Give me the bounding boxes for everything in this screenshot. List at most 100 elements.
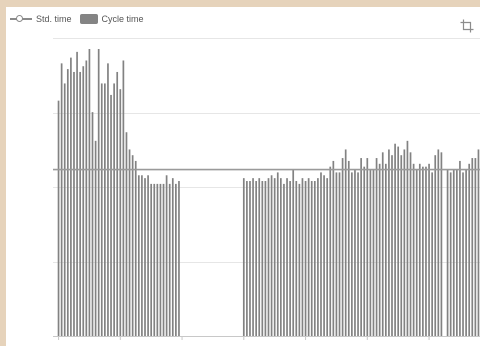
cycle-time-bar <box>320 172 322 336</box>
cycle-time-bar <box>165 175 168 336</box>
cycle-time-bar <box>415 169 418 336</box>
cycle-time-bar <box>462 172 464 336</box>
cycle-time-bar <box>289 181 291 336</box>
cycle-time-bar <box>178 181 180 336</box>
cycle-time-bar <box>335 172 338 336</box>
cycle-time-bar <box>246 181 248 336</box>
cycle-time-bar <box>425 166 427 336</box>
cycle-time-bar <box>85 60 88 336</box>
cycle-time-bar <box>270 175 273 336</box>
cycle-time-bar <box>459 160 461 336</box>
legend-item-cycle-time[interactable]: Cycle time <box>79 14 144 24</box>
cycle-time-bar <box>381 152 384 336</box>
cycle-time-bar <box>91 112 94 336</box>
cycle-time-bar <box>326 178 329 336</box>
cycle-time-bar <box>276 172 279 336</box>
cycle-time-bar <box>128 149 131 336</box>
cycle-time-bar <box>474 158 477 336</box>
cycle-time-bar <box>79 71 82 337</box>
cycle-time-bar <box>369 169 372 336</box>
cycle-time-bar <box>307 178 310 336</box>
cycle-time-bar <box>134 160 137 336</box>
crop-icon[interactable] <box>460 19 474 33</box>
cycle-time-bar <box>304 181 307 336</box>
cycle-time-bar <box>273 178 276 336</box>
cycle-time-bar <box>409 152 412 336</box>
cycle-time-bar <box>159 183 162 336</box>
cycle-time-bar <box>162 183 165 336</box>
cycle-time-bar <box>283 183 285 336</box>
cycle-time-bar <box>110 94 112 336</box>
cycle-time-bar <box>119 89 122 337</box>
legend-item-std-time[interactable]: Std. time <box>10 14 72 24</box>
cycle-time-bars <box>57 49 480 337</box>
cycle-time-bar <box>477 149 480 336</box>
cycle-time-bar <box>63 83 66 336</box>
cycle-time-bar <box>73 71 75 337</box>
cycle-time-bar <box>471 158 474 336</box>
cycle-time-bar <box>446 169 449 336</box>
cycle-time-bar <box>125 132 128 336</box>
cycle-time-bar <box>249 181 251 336</box>
cycle-time-bar <box>280 178 282 336</box>
cycle-time-bar <box>141 175 143 336</box>
cycle-time-bar <box>295 181 298 336</box>
cycle-time-bar <box>88 49 91 336</box>
cycle-time-bar <box>403 149 406 336</box>
cycle-time-bar <box>341 158 344 336</box>
cycle-time-bar <box>100 83 103 336</box>
cycle-time-bar <box>384 163 387 336</box>
cycle-time-bar <box>313 181 316 336</box>
cycle-time-bar <box>344 149 347 336</box>
cycle-time-bar <box>431 172 433 336</box>
cycle-time-bar <box>332 160 335 336</box>
cycle-time-bar <box>428 163 430 336</box>
cycle-time-bar <box>434 155 437 336</box>
cycle-time-bar <box>360 158 362 336</box>
cycle-time-bar <box>137 175 140 336</box>
cycle-time-bar <box>76 51 78 337</box>
legend-label-cycle-time: Cycle time <box>101 14 144 24</box>
x-axis <box>53 336 480 340</box>
cycle-time-bar <box>258 178 261 336</box>
cycle-time-bar <box>338 172 341 336</box>
cycle-time-bar <box>94 140 97 336</box>
cycle-time-bar <box>97 49 100 336</box>
cycle-time-bar <box>351 172 353 336</box>
cycle-time-bar <box>168 183 171 336</box>
cycle-time-bar <box>242 178 245 336</box>
cycle-time-bar <box>150 183 153 336</box>
bar-marker-icon <box>79 14 98 24</box>
cycle-time-bar <box>261 181 264 336</box>
legend: Std. time Cycle time <box>10 12 152 26</box>
cycle-time-bar <box>286 178 288 336</box>
cycle-time-bar <box>455 169 458 336</box>
cycle-time-bar <box>391 155 393 336</box>
line-marker-icon <box>10 14 32 24</box>
cycle-time-bar <box>292 169 295 336</box>
cycle-time-bar <box>116 71 119 337</box>
cycle-time-bar <box>301 178 304 336</box>
cycle-time-bar <box>323 175 325 336</box>
cycle-time-bar <box>354 169 356 336</box>
cycle-time-bar <box>378 163 381 336</box>
cycle-time-bar <box>400 155 403 336</box>
cycle-time-bar <box>267 178 270 336</box>
cycle-time-bar <box>397 146 400 336</box>
cycle-time-bar <box>171 178 174 336</box>
cycle-time-bar <box>452 169 455 336</box>
cycle-time-bar <box>82 66 85 336</box>
cycle-time-bar <box>465 169 467 336</box>
cycle-time-bar <box>440 152 443 336</box>
cycle-time-bar <box>394 143 396 336</box>
cycle-time-bar <box>375 158 378 336</box>
cycle-time-bar <box>252 178 254 336</box>
cycle-time-bar <box>255 181 257 336</box>
cycle-time-bar <box>107 63 109 336</box>
cycle-time-bar <box>310 181 313 336</box>
cycle-time-bar <box>366 158 369 336</box>
cycle-time-bar <box>264 181 267 336</box>
cycle-time-bar <box>122 60 125 336</box>
cycle-time-bar <box>147 175 149 336</box>
